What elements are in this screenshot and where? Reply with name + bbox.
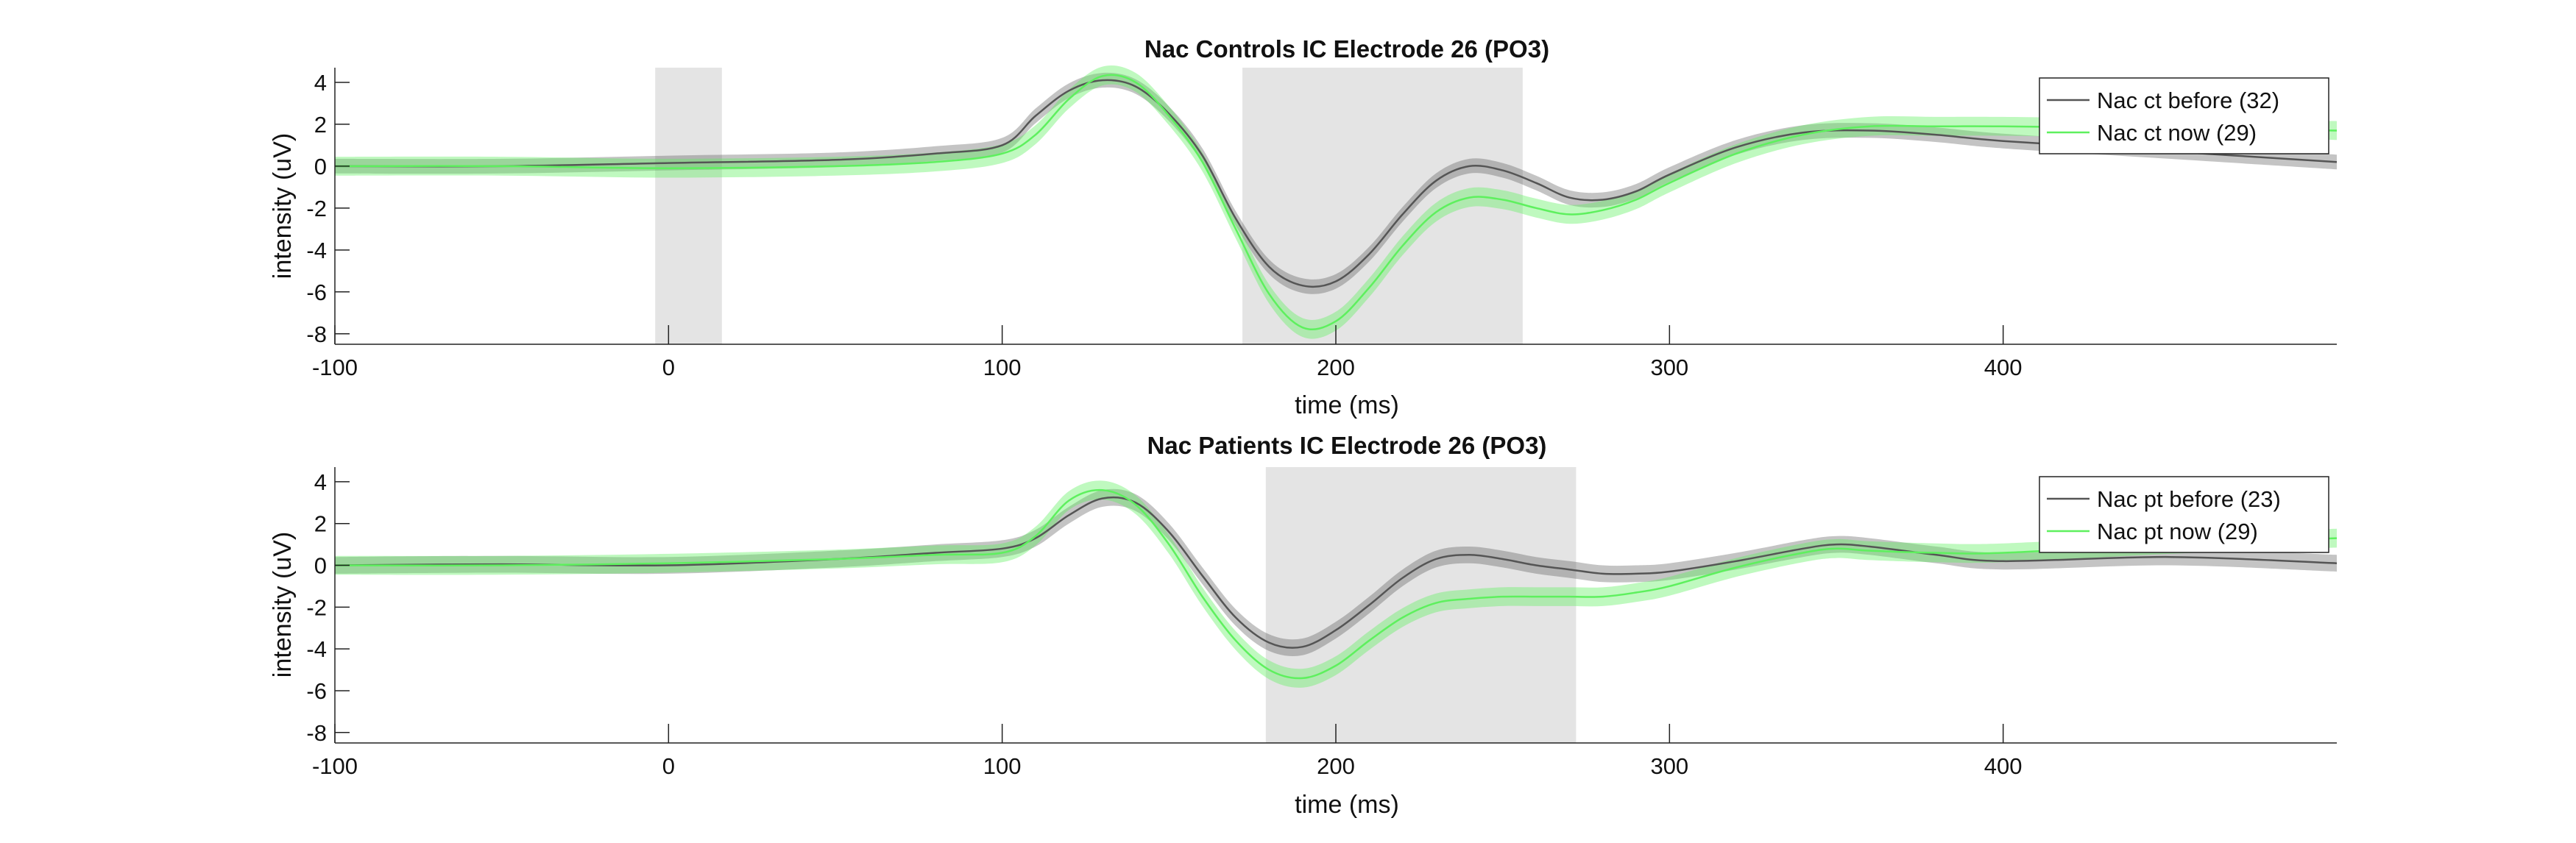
shaded-window [655, 68, 722, 344]
legend: Nac ct before (32) Nac ct now (29) [2039, 77, 2329, 154]
x-tick-label: 300 [1650, 753, 1688, 779]
legend-box [2039, 77, 2329, 154]
controls-chart-panel: -100 0 100 200 300 400 -8 -6 -4 -2 0 2 4 Nac Control… [269, 35, 2338, 419]
y-axis-label: intensity (uV) [269, 532, 297, 677]
shaded-window [1242, 68, 1523, 344]
x-tick-label: 0 [662, 355, 675, 380]
y-tick-label: 0 [314, 553, 327, 579]
chart-title: Nac Patients IC Electrode 26 (PO3) [1147, 432, 1547, 459]
y-tick-label: 4 [314, 469, 327, 495]
y-tick-label: -4 [306, 636, 327, 662]
y-tick-label: -8 [306, 321, 327, 347]
patients-chart-panel: -100 0 100 200 300 400 -8 -6 -4 -2 0 2 4 Nac Patient… [269, 432, 2338, 819]
plot-area: -100 0 100 200 300 400 -8 -6 -4 -2 0 2 4 [306, 467, 2338, 779]
y-tick-label: -4 [306, 238, 327, 263]
plot-area: -100 0 100 200 300 400 -8 -6 -4 -2 0 2 4 [306, 65, 2338, 380]
y-tick-label: 4 [314, 70, 327, 96]
y-tick-label: 2 [314, 112, 327, 138]
error-band-before [335, 488, 2337, 656]
x-tick-label: 200 [1317, 753, 1355, 779]
x-tick-label: 400 [1984, 753, 2023, 779]
legend-label: Nac ct before (32) [2097, 88, 2279, 113]
legend-label: Nac pt now (29) [2097, 519, 2258, 544]
x-tick-label: 400 [1984, 355, 2023, 380]
y-tick-label: -6 [306, 678, 327, 704]
x-tick-label: 100 [983, 753, 1022, 779]
series-line-now [334, 488, 2338, 680]
y-tick-label: -6 [306, 280, 327, 305]
y-tick-label: 0 [314, 154, 327, 179]
x-tick-label: 200 [1317, 355, 1355, 380]
x-tick-label: 0 [662, 753, 675, 779]
y-tick-label: -2 [306, 594, 327, 620]
series-line-before [334, 496, 2338, 649]
x-tick-label: -100 [312, 355, 358, 380]
y-axis-label: intensity (uV) [269, 133, 297, 279]
chart-title: Nac Controls IC Electrode 26 (PO3) [1144, 35, 1549, 63]
y-tick-label: -2 [306, 196, 327, 221]
x-tick-label: 300 [1650, 355, 1688, 380]
y-tick-label: 2 [314, 511, 327, 537]
series-line-now [334, 74, 2338, 331]
shaded-window [1265, 467, 1577, 743]
x-tick-label: 100 [983, 355, 1022, 380]
y-tick-label: -8 [306, 720, 327, 746]
series-line-before [334, 79, 2338, 288]
x-tick-label: -100 [312, 753, 358, 779]
x-axis-label: time (ms) [1295, 791, 1399, 819]
error-band-before [335, 72, 2337, 294]
legend-label: Nac ct now (29) [2097, 120, 2257, 146]
legend-box [2039, 476, 2329, 553]
error-band-now [335, 65, 2337, 339]
x-axis-label: time (ms) [1295, 391, 1399, 419]
legend: Nac pt before (23) Nac pt now (29) [2039, 476, 2329, 553]
legend-label: Nac pt before (23) [2097, 486, 2281, 512]
